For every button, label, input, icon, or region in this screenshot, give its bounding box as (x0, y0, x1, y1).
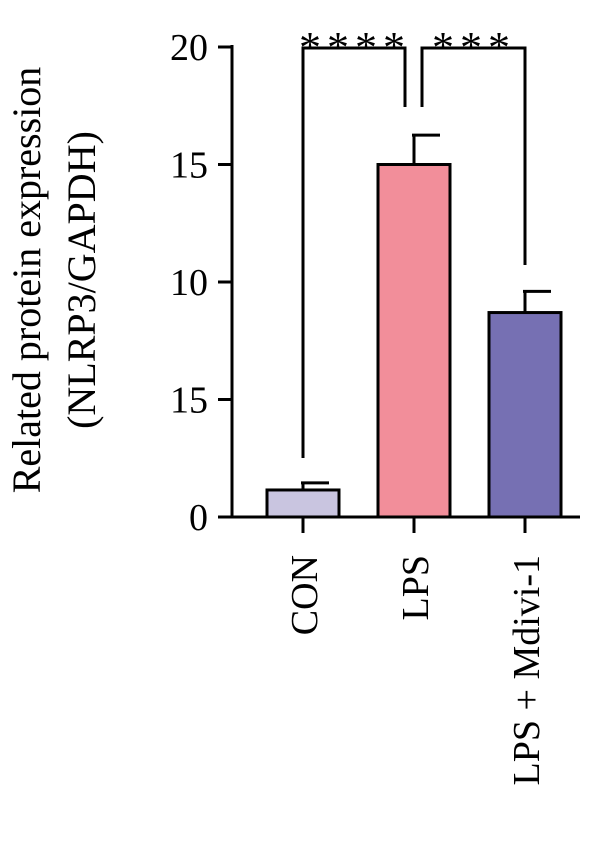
y-axis-label: Related protein expression (4, 67, 49, 494)
significance-label: *** (432, 23, 516, 72)
y-tick-label: 0 (189, 497, 208, 539)
bar (265, 488, 341, 519)
x-tick-label: LPS + Mdivi-1 (506, 555, 548, 785)
x-tick-label: LPS (395, 555, 437, 620)
y-tick-label: 15 (170, 145, 208, 187)
y-tick-label: 15 (170, 380, 208, 422)
bar (376, 163, 452, 519)
y-tick-label: 10 (170, 262, 208, 304)
y-axis-label: (NLRP3/GAPDH) (59, 131, 104, 429)
x-tick-label: CON (284, 555, 326, 635)
bracket (301, 46, 407, 458)
y-tick-label: 20 (170, 27, 208, 69)
significance-brackets (301, 46, 527, 458)
bracket (420, 46, 527, 265)
significance-label: **** (299, 23, 411, 72)
bar (487, 311, 563, 519)
